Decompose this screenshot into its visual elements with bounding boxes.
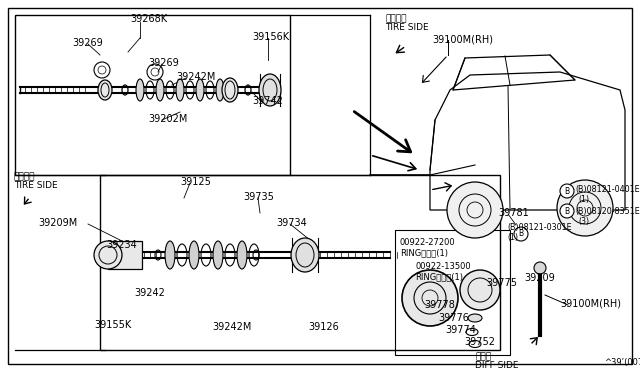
Bar [395, 230, 510, 355]
Text: (3): (3) [578, 217, 589, 226]
Text: (B)08121-0401E: (B)08121-0401E [575, 185, 639, 194]
Text: (B)08120-8351E: (B)08120-8351E [575, 207, 640, 216]
Text: ^39’(007?: ^39’(007? [604, 358, 640, 367]
Circle shape [402, 270, 458, 326]
Circle shape [560, 184, 574, 198]
Text: TIRE SIDE: TIRE SIDE [14, 181, 58, 190]
Ellipse shape [94, 241, 122, 269]
Ellipse shape [259, 74, 281, 106]
Ellipse shape [291, 238, 319, 272]
Ellipse shape [196, 79, 204, 101]
Text: 39734: 39734 [276, 218, 307, 228]
Text: (1): (1) [507, 233, 518, 242]
Text: 39268K: 39268K [130, 14, 167, 24]
Circle shape [557, 180, 613, 236]
Text: 39202M: 39202M [148, 114, 188, 124]
Text: 00922-27200: 00922-27200 [400, 238, 456, 247]
Text: 39775: 39775 [486, 278, 517, 288]
Ellipse shape [136, 79, 144, 101]
Ellipse shape [237, 241, 247, 269]
Circle shape [514, 227, 528, 241]
Text: タイヤ側: タイヤ側 [14, 172, 35, 181]
Text: B: B [564, 186, 570, 196]
Ellipse shape [176, 79, 184, 101]
Text: デフ側: デフ側 [475, 352, 491, 361]
Ellipse shape [156, 79, 164, 101]
Bar [108, 241, 142, 269]
Circle shape [560, 204, 574, 218]
Text: 39735: 39735 [243, 192, 274, 202]
Text: 00922-13500: 00922-13500 [415, 262, 470, 271]
Text: 39209M: 39209M [38, 218, 77, 228]
Text: 39126: 39126 [308, 322, 339, 332]
Text: 39100M(RH): 39100M(RH) [432, 34, 493, 44]
Circle shape [534, 262, 546, 274]
Text: 39778: 39778 [424, 300, 455, 310]
Text: DIFF SIDE: DIFF SIDE [475, 361, 518, 370]
Text: 39234: 39234 [106, 240, 137, 250]
Text: (1): (1) [578, 195, 589, 204]
Text: 39242: 39242 [134, 288, 165, 298]
Ellipse shape [165, 241, 175, 269]
Ellipse shape [98, 80, 112, 100]
Bar [100, 175, 500, 350]
Text: 39155K: 39155K [94, 320, 131, 330]
Text: B: B [518, 230, 524, 238]
Text: 39156K: 39156K [252, 32, 289, 42]
Text: 39242M: 39242M [176, 72, 216, 82]
Text: 39269: 39269 [72, 38, 103, 48]
Text: 39269: 39269 [148, 58, 179, 68]
Text: 39100M(RH): 39100M(RH) [560, 299, 621, 309]
Ellipse shape [189, 241, 199, 269]
Text: 39742: 39742 [252, 96, 283, 106]
Text: RINGリング(1): RINGリング(1) [400, 248, 448, 257]
Bar [15, 15, 290, 175]
Circle shape [447, 182, 503, 238]
Text: 39125: 39125 [180, 177, 211, 187]
Text: 39774: 39774 [445, 325, 476, 335]
Text: (B)08121-0301E: (B)08121-0301E [507, 223, 572, 232]
Ellipse shape [216, 79, 224, 101]
Text: タイヤ側: タイヤ側 [385, 14, 406, 23]
Text: 39209: 39209 [524, 273, 555, 283]
Text: B: B [564, 206, 570, 215]
Text: 39781: 39781 [498, 208, 529, 218]
Ellipse shape [222, 78, 238, 102]
Text: 39242M: 39242M [212, 322, 252, 332]
Ellipse shape [213, 241, 223, 269]
Text: 39776: 39776 [438, 313, 469, 323]
Circle shape [460, 270, 500, 310]
Text: RINGリング(1): RINGリング(1) [415, 272, 463, 281]
Text: 39752: 39752 [464, 337, 495, 347]
Text: TIRE SIDE: TIRE SIDE [385, 23, 429, 32]
Ellipse shape [468, 314, 482, 322]
